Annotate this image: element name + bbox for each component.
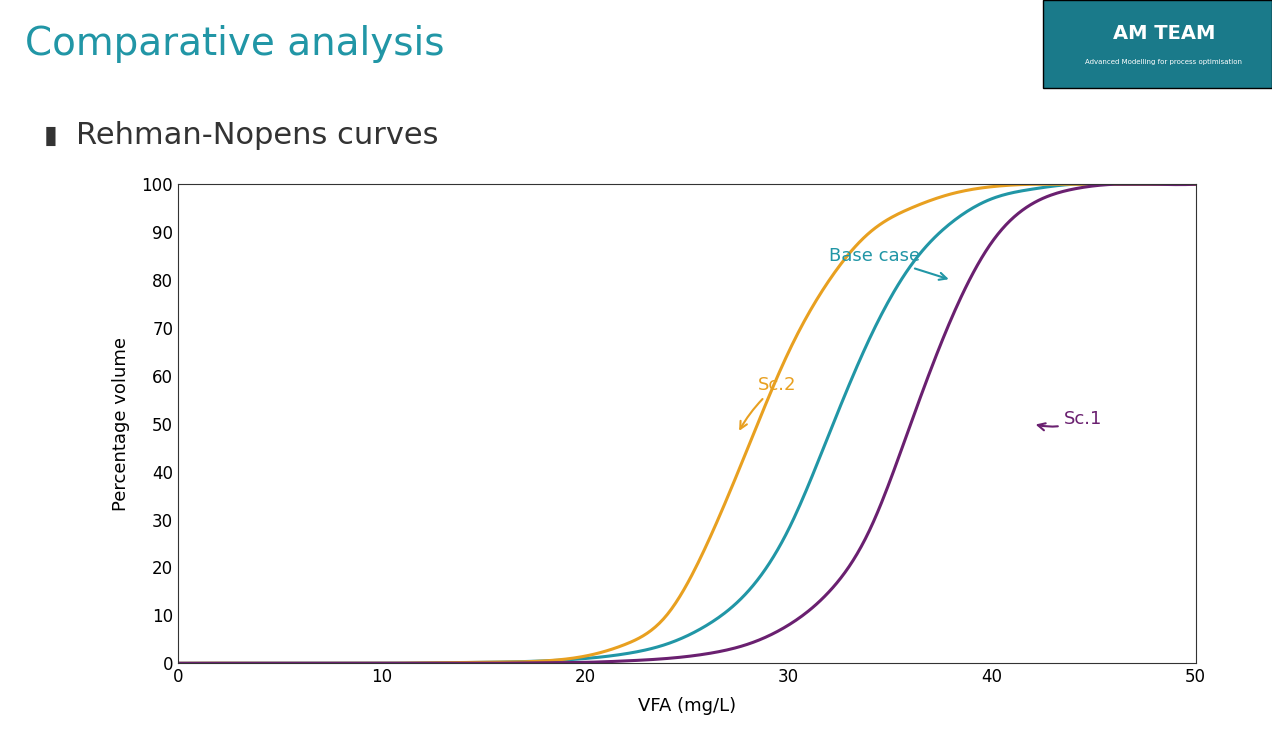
Y-axis label: Percentage volume: Percentage volume <box>112 337 131 511</box>
FancyBboxPatch shape <box>1043 0 1272 88</box>
Text: Comparative analysis: Comparative analysis <box>25 25 445 63</box>
Text: AM TEAM: AM TEAM <box>1113 24 1215 43</box>
X-axis label: VFA (mg/L): VFA (mg/L) <box>637 697 736 716</box>
Text: Sc.1: Sc.1 <box>1038 410 1102 430</box>
Text: Sc.2: Sc.2 <box>740 377 796 429</box>
Text: Base case: Base case <box>829 247 946 280</box>
Text: Rehman-Nopens curves: Rehman-Nopens curves <box>76 121 439 150</box>
Text: Advanced Modelling for process optimisation: Advanced Modelling for process optimisat… <box>1085 59 1243 65</box>
Text: ▮: ▮ <box>45 124 57 147</box>
